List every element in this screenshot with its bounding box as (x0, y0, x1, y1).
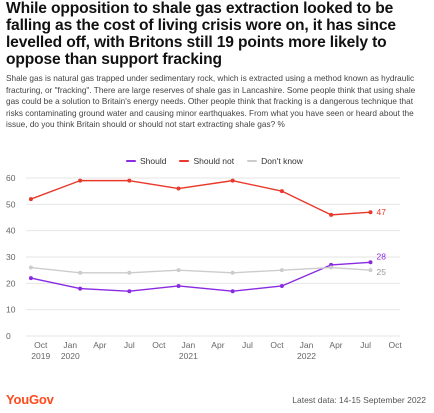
legend-item-don-t-know: Don't know (247, 155, 303, 167)
end-label-don-t-know: 25 (376, 267, 386, 277)
legend-swatch (126, 160, 136, 162)
data-point-don-t-know (368, 268, 373, 273)
legend-label: Should not (193, 156, 235, 166)
x-tick-month: Jul (360, 340, 371, 350)
data-point-should-not (230, 178, 235, 183)
x-tick-month: Jul (242, 340, 253, 350)
data-point-should-not (127, 178, 132, 183)
x-tick-month: Apr (211, 340, 224, 350)
data-point-don-t-know (127, 270, 132, 275)
data-point-should (78, 286, 83, 291)
chart-legend: Should Should not Don't know (126, 155, 303, 167)
legend-swatch (179, 160, 190, 162)
y-tick-label: 20 (6, 278, 16, 288)
end-label-should-not: 47 (376, 207, 386, 217)
x-tick-month: Apr (93, 340, 106, 350)
data-point-don-t-know (78, 270, 83, 275)
x-tick-year: 2021 (179, 351, 198, 361)
legend-swatch (247, 160, 258, 162)
yougov-logo: YouGov (6, 392, 54, 407)
x-tick-year: 2022 (297, 351, 316, 361)
y-tick-label: 0 (6, 331, 11, 341)
data-point-should (230, 289, 235, 294)
data-point-should (176, 283, 181, 288)
legend-item-should-not: Should not (179, 155, 234, 167)
y-tick-label: 10 (6, 305, 16, 315)
y-tick-label: 60 (6, 173, 16, 183)
x-tick-month: Oct (270, 340, 284, 350)
x-tick-month: Jan (63, 340, 77, 350)
y-tick-label: 50 (6, 199, 16, 209)
x-tick-month: Apr (329, 340, 342, 350)
latest-data-note: Latest data: 14-15 September 2022 (292, 395, 426, 405)
x-tick-month: Jul (124, 340, 135, 350)
data-point-should-not (368, 210, 373, 215)
data-point-should-not (176, 186, 181, 191)
data-point-don-t-know (279, 268, 284, 273)
data-point-should (279, 283, 284, 288)
legend-label: Don't know (261, 156, 303, 166)
x-tick-month: Jan (300, 340, 314, 350)
data-point-should-not (329, 212, 334, 217)
series-line-should-not (30, 179, 371, 216)
data-point-should (28, 276, 33, 281)
x-tick-month: Oct (388, 340, 402, 350)
x-tick-month: Oct (152, 340, 166, 350)
series-line-don-t-know (30, 266, 371, 274)
end-label-should: 28 (376, 251, 386, 261)
data-point-should (368, 260, 373, 265)
data-point-should (127, 289, 132, 294)
data-point-don-t-know (230, 270, 235, 275)
x-tick-month: Jan (182, 340, 196, 350)
data-point-don-t-know (28, 265, 33, 270)
series-line-should (30, 261, 371, 292)
x-tick-year: 2019 (31, 351, 50, 361)
x-tick-year: 2020 (61, 351, 80, 361)
data-point-don-t-know (329, 265, 334, 270)
chart-subtitle: Shale gas is natural gas trapped under s… (6, 74, 416, 129)
chart-title: While opposition to shale gas extraction… (6, 0, 396, 68)
data-point-should-not (78, 178, 83, 183)
data-point-should-not (28, 197, 33, 202)
data-point-should-not (279, 189, 284, 194)
y-tick-label: 30 (6, 252, 16, 262)
legend-label: Should (140, 156, 167, 166)
x-tick-month: Oct (34, 340, 48, 350)
legend-item-should: Should (126, 155, 166, 167)
y-tick-label: 40 (6, 226, 16, 236)
data-point-don-t-know (176, 268, 181, 273)
